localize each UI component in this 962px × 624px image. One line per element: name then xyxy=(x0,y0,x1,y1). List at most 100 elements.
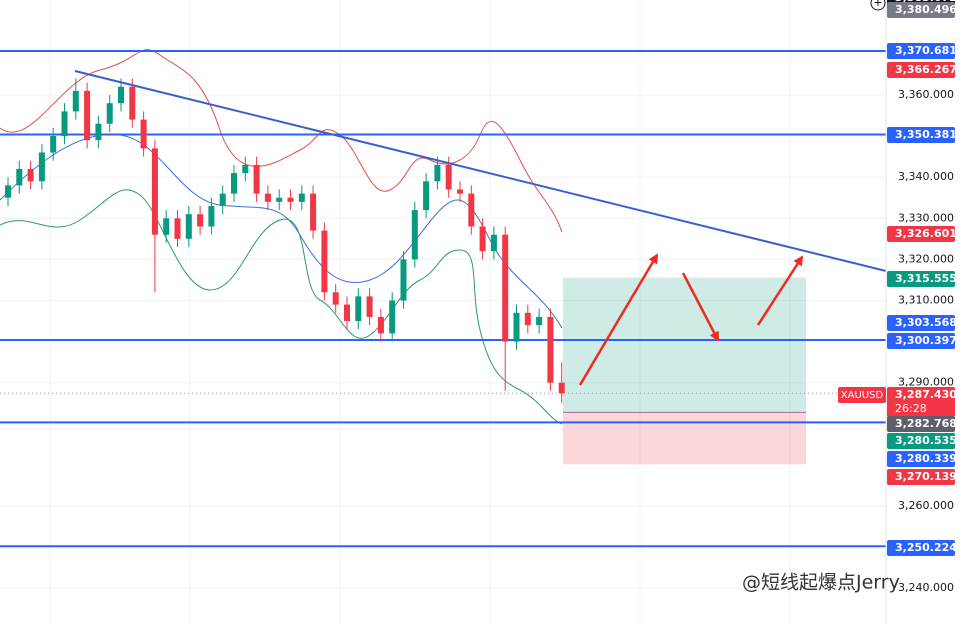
price-axis: 3,360.000 3,340.000 3,330.000 3,320.000 3,31… xyxy=(898,88,954,594)
candle-body xyxy=(479,226,486,252)
price-label-box xyxy=(887,62,955,78)
trendline xyxy=(74,70,887,272)
candle-body xyxy=(264,193,271,202)
price-label-box xyxy=(887,416,955,432)
candle-body xyxy=(84,90,91,141)
price-label: 3,280.339 xyxy=(895,452,957,465)
y-tick-label: 3,310.000 xyxy=(898,293,954,306)
candle-body xyxy=(140,119,147,149)
countdown: 26:28 xyxy=(895,402,927,415)
price-label: 3,303.568 xyxy=(895,316,957,329)
price-label: 3,350.381 xyxy=(895,128,957,141)
candle-body xyxy=(50,136,57,153)
candle-body xyxy=(129,86,136,120)
candle-body xyxy=(536,316,543,326)
price-label-box xyxy=(887,333,955,349)
candle-body xyxy=(197,214,204,227)
price-label-box xyxy=(887,433,955,449)
candle-body xyxy=(118,86,124,104)
candle-body xyxy=(38,152,45,182)
price-label: 3,280.535 xyxy=(895,434,957,447)
candle-body xyxy=(72,90,79,112)
candle-body xyxy=(185,214,192,239)
candle-body xyxy=(355,296,362,322)
price-label: 3,326.601 xyxy=(895,227,957,240)
price-label-box xyxy=(887,271,955,287)
candle-body xyxy=(468,193,475,227)
candle-body xyxy=(231,173,237,194)
candle-body xyxy=(490,234,497,252)
price-label-box xyxy=(887,226,955,242)
vertical-grid xyxy=(49,0,791,624)
price-label-box xyxy=(887,451,955,467)
price-label: 3,270.139 xyxy=(895,470,957,483)
symbol-label: XAUUSD xyxy=(841,390,884,401)
level-lines xyxy=(0,50,886,548)
candle-body xyxy=(411,210,418,260)
price-label-box xyxy=(887,315,955,331)
y-tick-label: 3,330.000 xyxy=(898,211,954,224)
candle-body xyxy=(287,197,294,202)
price-label-box xyxy=(887,469,955,485)
candle-body xyxy=(389,300,396,334)
y-tick-label: 3,320.000 xyxy=(898,252,954,265)
candle-body xyxy=(151,148,158,235)
y-tick-label: 3,290.000 xyxy=(898,376,954,389)
candle-body xyxy=(5,185,11,198)
price-label: 3,287.430 xyxy=(895,388,957,401)
candle-body xyxy=(332,292,339,305)
candle-body xyxy=(423,181,430,211)
candle-body xyxy=(400,259,407,301)
candle-body xyxy=(219,193,226,206)
candles xyxy=(5,78,565,404)
upper-band xyxy=(0,49,563,233)
candle-body xyxy=(276,197,283,202)
arrow xyxy=(756,255,804,326)
candle-body xyxy=(242,164,249,174)
candle-body xyxy=(377,316,384,334)
add-icon: + xyxy=(873,0,882,9)
candle-body xyxy=(95,123,102,141)
candle-body xyxy=(208,205,215,227)
y-tick-label: 3,260.000 xyxy=(898,499,954,512)
candle-body xyxy=(163,218,170,235)
symbol-tag xyxy=(838,387,886,403)
price-labels: 3,383.0723,380.4963,370.6813,366.2673,35… xyxy=(838,0,957,556)
candle-body xyxy=(174,218,181,239)
candle-body xyxy=(558,382,565,394)
price-label-box xyxy=(887,387,955,417)
price-label-box xyxy=(887,540,955,556)
candle-body xyxy=(106,103,113,124)
price-label-box xyxy=(887,43,955,59)
candle-body xyxy=(547,316,554,383)
price-label: 3,366.267 xyxy=(895,63,957,76)
grid xyxy=(0,94,886,589)
price-label-box xyxy=(887,127,955,143)
price-label: 3,315.555 xyxy=(895,272,957,285)
price-label: 3,282.768 xyxy=(895,417,957,430)
arrow xyxy=(681,272,720,342)
loss-zone xyxy=(563,412,806,465)
candle-body xyxy=(27,168,34,182)
price-label: 3,300.397 xyxy=(895,334,957,347)
watermark: @短线起爆点Jerry xyxy=(742,572,900,594)
candle-body xyxy=(16,168,23,186)
candle-body xyxy=(310,193,317,231)
lower-band xyxy=(0,189,563,425)
price-label-box xyxy=(887,2,955,18)
candle-body xyxy=(513,312,520,342)
candle-body xyxy=(445,164,452,190)
arrow xyxy=(578,253,659,386)
candle-body xyxy=(457,189,463,194)
arrows xyxy=(578,253,804,386)
candle-body xyxy=(434,164,441,182)
candle-body xyxy=(524,312,531,326)
candle-body xyxy=(253,164,260,194)
add-button[interactable] xyxy=(870,0,886,11)
price-label: 3,380.496 xyxy=(895,3,957,16)
y-tick-label: 3,360.000 xyxy=(898,88,954,101)
candle-body xyxy=(298,193,305,202)
y-tick-label: 3,340.000 xyxy=(898,170,954,183)
